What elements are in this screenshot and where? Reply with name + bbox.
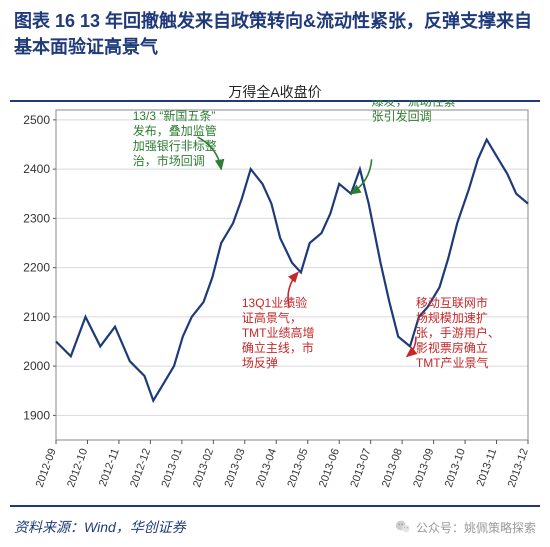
annotation-text: 移动互联网市 [416, 295, 488, 310]
x-tick-label: 2012-10 [65, 447, 90, 489]
y-tick-label: 2000 [23, 359, 50, 373]
annotation-text: TMT产业景气 [416, 355, 489, 370]
wechat-icon [394, 518, 412, 536]
x-tick-label: 2012-12 [128, 447, 153, 489]
x-tick-label: 2013-01 [160, 447, 185, 489]
annotation-text: 发布，叠加监管 [133, 123, 217, 138]
annotation-text: 13/3 “新国五条” [133, 108, 216, 123]
x-tick-label: 2013-09 [411, 447, 436, 489]
y-tick-label: 2300 [23, 211, 50, 225]
source-label: 资料来源：Wind，华创证券 [14, 517, 186, 537]
wechat-attribution: 公众号：姚佩策略探索 [394, 518, 536, 536]
y-tick-label: 2500 [23, 113, 50, 127]
x-tick-label: 2013-10 [443, 447, 468, 489]
x-tick-label: 2013-03 [223, 447, 248, 489]
annotation-text: 证高景气， [242, 310, 302, 325]
y-tick-label: 2200 [23, 261, 50, 275]
chart-subtitle: 万得全A收盘价 [0, 82, 550, 102]
x-tick-label: 2012-09 [34, 447, 59, 489]
annotation-text: 张引发回调 [372, 109, 432, 124]
x-tick-label: 2013-08 [380, 447, 405, 489]
x-tick-label: 2013-07 [348, 447, 373, 489]
chart-container: 19002000210022002300240025002012-092012-… [10, 100, 540, 510]
x-tick-label: 2013-02 [191, 447, 216, 489]
x-tick-label: 2013-04 [254, 447, 279, 489]
annotation-text: 场规模加速扩 [416, 310, 488, 325]
annotation-text: 治，市场回调 [133, 153, 205, 168]
x-tick-label: 2013-06 [317, 447, 342, 489]
x-tick-label: 2013-05 [285, 447, 310, 489]
annotation-text: 爆发，流动性紧 [372, 100, 456, 109]
x-tick-label: 2013-12 [506, 447, 531, 489]
annotation-text: 影视票房确立 [416, 340, 488, 355]
annotation-text: TMT业绩高增 [242, 325, 315, 340]
figure-title: 图表 16 13 年回撤触发来自政策转向&流动性紧张，反弹支撑来自基本面验证高景… [14, 8, 536, 60]
x-tick-label: 2012-11 [97, 447, 122, 488]
y-tick-label: 2400 [23, 162, 50, 176]
wechat-label: 公众号：姚佩策略探索 [416, 519, 536, 536]
y-tick-label: 1900 [23, 408, 50, 422]
y-tick-label: 2100 [23, 310, 50, 324]
annotation-text: 13Q1业绩验 [242, 295, 307, 310]
annotation-text: 确立主线，市 [242, 340, 314, 355]
annotation-text: 张，手游用户、 [416, 325, 500, 340]
x-tick-label: 2013-11 [475, 447, 500, 488]
line-chart: 19002000210022002300240025002012-092012-… [10, 100, 540, 510]
annotation-text: 场反弹 [242, 356, 278, 370]
